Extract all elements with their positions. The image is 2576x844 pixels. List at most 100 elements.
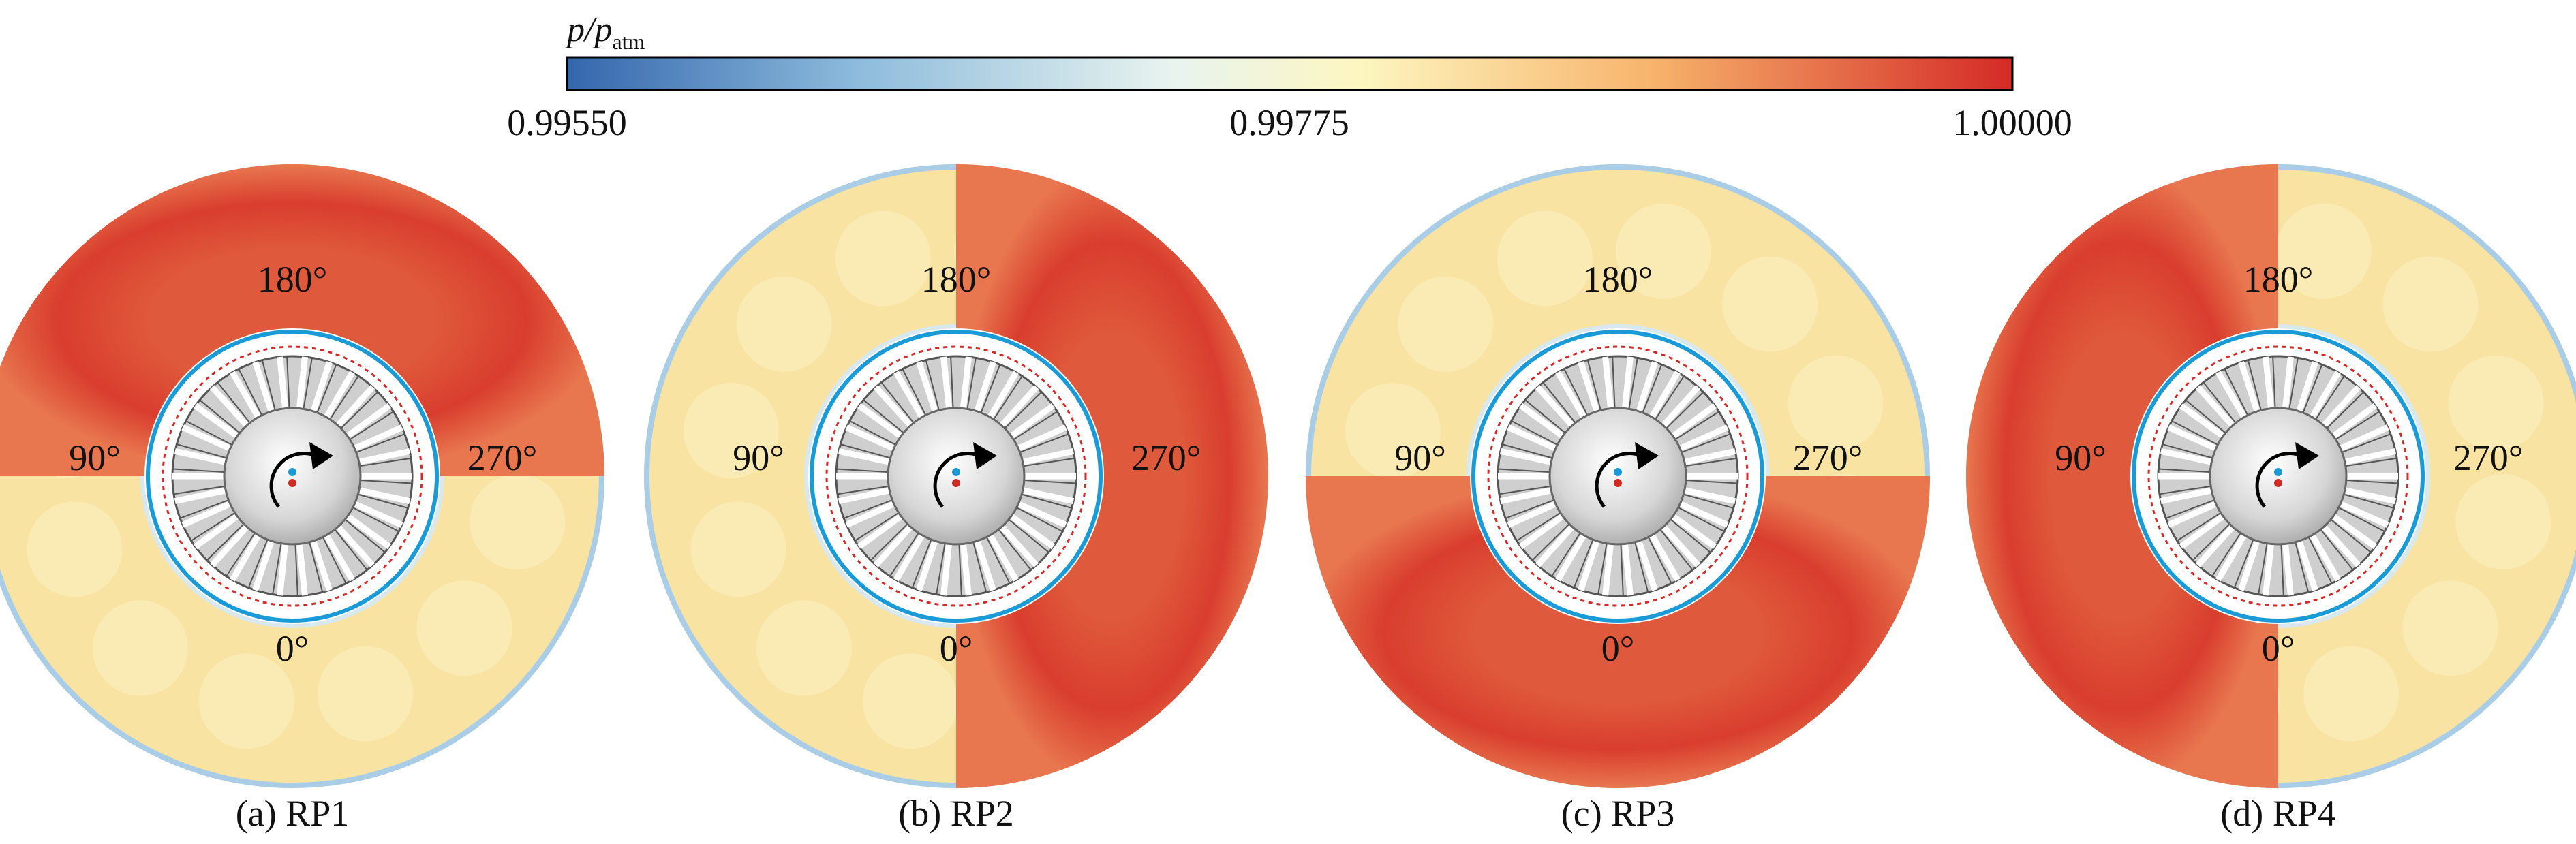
blade-edge — [1023, 457, 1075, 467]
blade-edge — [1498, 468, 1550, 473]
angle-label: 0° — [276, 628, 309, 669]
cell — [1398, 276, 1494, 372]
blade — [916, 540, 938, 591]
cell — [835, 210, 931, 307]
blade-edge — [329, 375, 359, 420]
blade-edge — [2177, 512, 2222, 542]
blade-edge — [1511, 420, 1558, 446]
blade — [1649, 371, 1681, 419]
dot-red — [1614, 479, 1622, 487]
blade — [1022, 487, 1075, 504]
blade — [1535, 385, 1575, 428]
rotation-arrowhead — [1635, 442, 1659, 469]
cell — [1615, 203, 1711, 299]
blade — [845, 501, 895, 528]
blade-edge — [1516, 512, 1561, 542]
blade — [999, 525, 1039, 567]
colorbar-label-sub: atm — [612, 29, 645, 54]
blade — [174, 487, 227, 504]
blade-edge — [836, 468, 889, 473]
blade-edge — [843, 499, 893, 519]
blade — [2339, 424, 2389, 452]
blade — [2160, 448, 2213, 465]
blade — [857, 514, 903, 550]
blade-edge — [191, 512, 236, 542]
blade-edge — [1024, 479, 1076, 484]
blade — [1661, 525, 1701, 567]
blade — [193, 403, 239, 439]
blade-edge — [1551, 532, 1581, 577]
blade — [916, 361, 938, 413]
angle-label: 0° — [1601, 628, 1635, 669]
blade-edge — [238, 369, 263, 416]
blade — [1578, 361, 1600, 413]
blade — [960, 356, 972, 409]
blade-edge — [2326, 391, 2365, 429]
angle-label: 180° — [258, 259, 328, 300]
angle-label: 90° — [2055, 437, 2106, 478]
blade-edge — [2315, 375, 2345, 420]
blade-edge — [1008, 518, 1049, 553]
angle-label: 270° — [1131, 437, 1201, 478]
blade-edge — [837, 485, 889, 495]
blade — [2215, 371, 2247, 419]
blade-edge — [1499, 485, 1551, 495]
blade-edge — [1681, 433, 1731, 453]
panel-caption: (d) RP4 — [2220, 793, 2336, 834]
blade-edge — [340, 391, 379, 429]
cell — [1788, 355, 1884, 451]
blade-edge — [2211, 532, 2241, 577]
blade — [2263, 543, 2275, 596]
cell — [690, 501, 786, 597]
blade-edge — [1674, 411, 1719, 441]
colorbar-tick: 0.99550 — [507, 102, 627, 143]
cell — [92, 600, 188, 696]
blade-edge — [1655, 375, 1685, 420]
panel: 180° 90° 270° 0° — [644, 164, 1268, 788]
blade — [353, 424, 403, 452]
blade — [1555, 371, 1586, 419]
blade — [1636, 540, 1658, 591]
blade-edge — [1670, 518, 1711, 553]
blade — [174, 448, 227, 465]
blade-edge — [950, 356, 954, 409]
colorbar-tick: 0.99775 — [1229, 102, 1349, 143]
blade-edge — [925, 360, 940, 411]
blade — [838, 448, 891, 465]
blade — [873, 385, 913, 428]
high-pressure-sector — [1966, 164, 2278, 788]
dot-red — [2274, 479, 2282, 487]
dot-blue — [952, 468, 960, 476]
angle-label: 180° — [2243, 259, 2314, 300]
blade — [335, 385, 375, 428]
blade — [2296, 540, 2318, 591]
red-dotted-ring — [162, 345, 423, 607]
cell — [2382, 256, 2479, 352]
blade — [2195, 525, 2235, 567]
high-pressure-sector — [1306, 476, 1930, 788]
blade-edge — [344, 518, 386, 553]
blade — [960, 543, 972, 596]
blade — [940, 543, 953, 596]
rotation-arrow — [1595, 452, 1642, 508]
blade-edge — [2247, 360, 2262, 411]
blade — [346, 403, 392, 439]
blade-edge — [2320, 529, 2354, 571]
blade — [1621, 543, 1634, 596]
angle-label: 90° — [1394, 437, 1446, 478]
cell — [470, 473, 566, 569]
blade — [2282, 543, 2294, 596]
blade-edge — [360, 479, 412, 484]
blade — [1578, 540, 1600, 591]
blade-edge — [1563, 369, 1589, 416]
blade-edge — [936, 543, 946, 595]
cell — [416, 580, 512, 676]
blade-edge — [985, 536, 1011, 584]
blade — [277, 543, 289, 596]
blade-edge — [911, 539, 932, 589]
rotation-arrow — [933, 452, 981, 508]
blade-edge — [1647, 536, 1672, 584]
angle-label: 270° — [2453, 437, 2524, 478]
dot-blue — [288, 468, 296, 476]
